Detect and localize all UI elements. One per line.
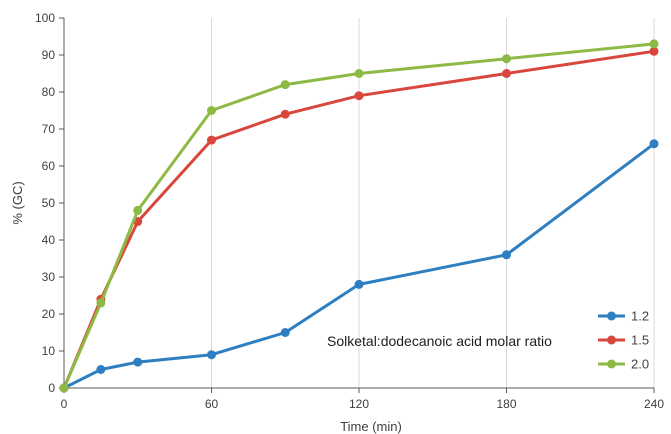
y-tick-label: 10 [42,344,56,358]
y-tick-label: 100 [35,11,55,25]
data-point [502,69,511,78]
legend-item-2.0: 2.0 [598,357,649,372]
y-tick-label: 90 [42,48,56,62]
legend-swatch-marker [607,359,616,369]
data-point [502,250,511,260]
x-tick-label: 120 [349,397,369,411]
data-point [502,54,511,64]
y-tick-label: 40 [42,233,56,247]
data-point [96,298,106,308]
grid [211,18,655,388]
y-tick-label: 80 [42,85,56,99]
series-line-2.0 [62,42,655,389]
y-tick-label: 20 [42,307,56,321]
data-point [280,80,290,90]
series [59,39,659,393]
chart-annotation: Solketal:dodecanoic acid molar ratio [327,333,552,349]
y-tick-label: 30 [42,270,56,284]
data-point [207,135,216,145]
data-point [59,383,69,393]
y-tick-label: 0 [48,381,55,395]
legend-swatch-marker [607,311,616,321]
legend-label: 2.0 [631,357,649,372]
x-tick-label: 180 [496,397,516,411]
legend-swatch-marker [607,335,616,345]
legend-label: 1.2 [631,309,649,324]
x-tick-label: 0 [61,397,68,411]
data-point [207,350,216,360]
data-point [354,91,364,101]
x-axis-title: Time (min) [340,419,402,434]
data-point [649,46,659,56]
data-point [207,106,216,115]
data-point [354,69,364,78]
legend-item-1.2: 1.2 [598,309,649,324]
data-point [649,139,659,149]
y-tick-label: 70 [42,122,56,136]
data-point [280,328,290,337]
x-tick-label: 60 [205,397,219,411]
axes: 0 10 20 30 40 50 60 70 80 90 100 0 60 120 180 240 [35,11,664,411]
series-2.0 [59,39,659,393]
series-line-1.2 [63,142,655,390]
y-tick-label: 50 [42,196,56,210]
data-point [354,279,364,289]
data-point [649,39,659,49]
data-point [133,357,143,367]
data-point [96,365,106,374]
x-tick-label: 240 [644,397,664,411]
y-tick-label: 60 [42,159,56,173]
y-axis-title: % (GC) [10,181,25,224]
legend-label: 1.5 [631,333,649,348]
legend: 1.2 1.5 2.0 [598,309,649,372]
legend-item-1.5: 1.5 [598,333,649,348]
data-point [280,109,290,119]
data-point [133,205,143,215]
